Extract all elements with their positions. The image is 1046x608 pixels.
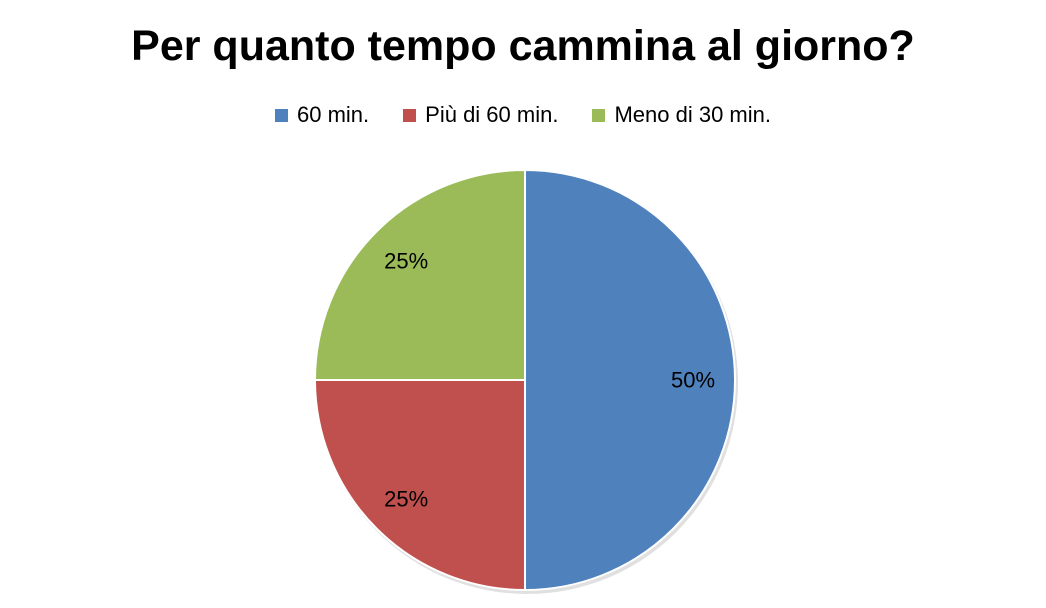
pie-slice-meno-di-30-min [313, 168, 526, 381]
pie-slice-60-min [524, 168, 736, 592]
legend-swatch-60-min [275, 108, 288, 122]
legend-label-piu-di-60-min: Più di 60 min. [425, 102, 559, 127]
legend-swatch-piu-di-60-min [403, 108, 417, 122]
legend-item-piu-di-60-min: Più di 60 min. [403, 100, 558, 130]
legend-label-60-min: 60 min. [297, 102, 370, 127]
legend-swatch-meno-di-30-min [592, 108, 606, 122]
legend: 60 min. Più di 60 min. Meno di 30 min. [0, 100, 1046, 130]
pie-slice-piu-di-60-min [313, 379, 526, 592]
slice-label-meno-di-30-min: 25% [384, 249, 428, 274]
slice-label-piu-di-60-min: 25% [384, 486, 428, 511]
slice-label-60-min: 50% [671, 368, 715, 393]
legend-item-meno-di-30-min: Meno di 30 min. [592, 100, 771, 130]
legend-label-meno-di-30-min: Meno di 30 min. [614, 102, 771, 127]
chart-title: Per quanto tempo cammina al giorno? [131, 22, 915, 70]
legend-item-60-min: 60 min. [275, 100, 369, 130]
